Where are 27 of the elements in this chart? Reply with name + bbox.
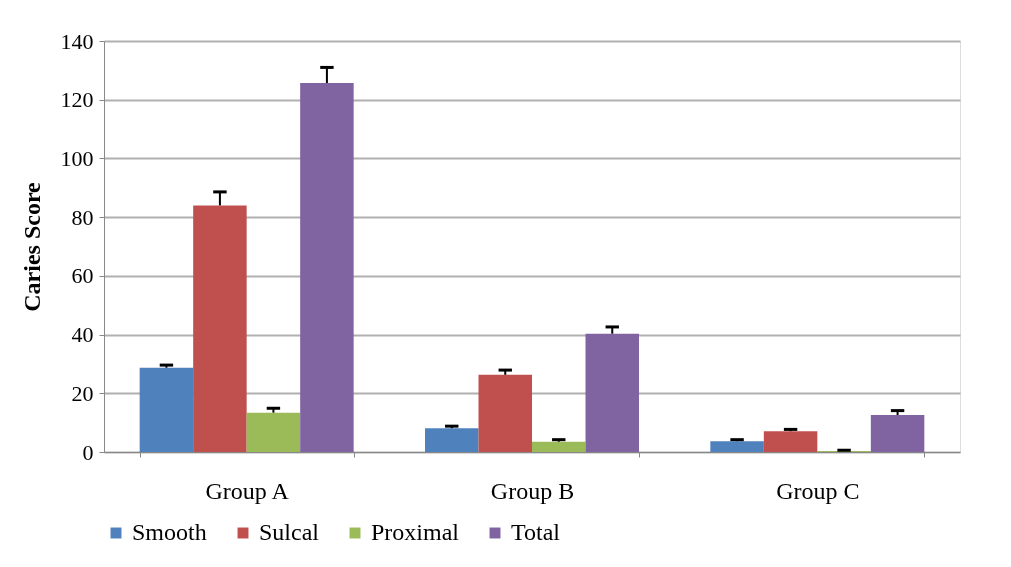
bar	[300, 82, 354, 452]
x-tick-label: Group C	[776, 477, 860, 504]
bar	[585, 333, 639, 452]
y-tick-label: 40	[71, 322, 94, 348]
y-tick-label: 100	[60, 145, 94, 171]
bar	[870, 415, 925, 452]
x-tick-label: Group B	[490, 477, 575, 504]
y-tick-label: 140	[60, 28, 94, 54]
y-tick-label: 60	[71, 263, 94, 289]
bar	[425, 428, 479, 452]
y-tick-label: 0	[82, 439, 94, 465]
bar	[193, 205, 247, 452]
legend-label: Sulcal	[259, 519, 320, 545]
bar	[763, 431, 818, 452]
bar	[532, 441, 586, 452]
x-tick-label: Group A	[205, 477, 290, 504]
y-tick-label: 20	[71, 380, 94, 406]
bar	[710, 441, 764, 452]
y-axis-title: Caries Score	[18, 181, 45, 312]
y-tick-label: 120	[60, 87, 94, 113]
bar	[246, 412, 301, 452]
bar	[139, 367, 194, 452]
legend-label: Proximal	[371, 519, 460, 545]
legend-label: Smooth	[132, 519, 207, 545]
legend-label: Total	[511, 519, 561, 545]
bar	[478, 374, 532, 452]
y-tick-label: 80	[71, 204, 94, 230]
